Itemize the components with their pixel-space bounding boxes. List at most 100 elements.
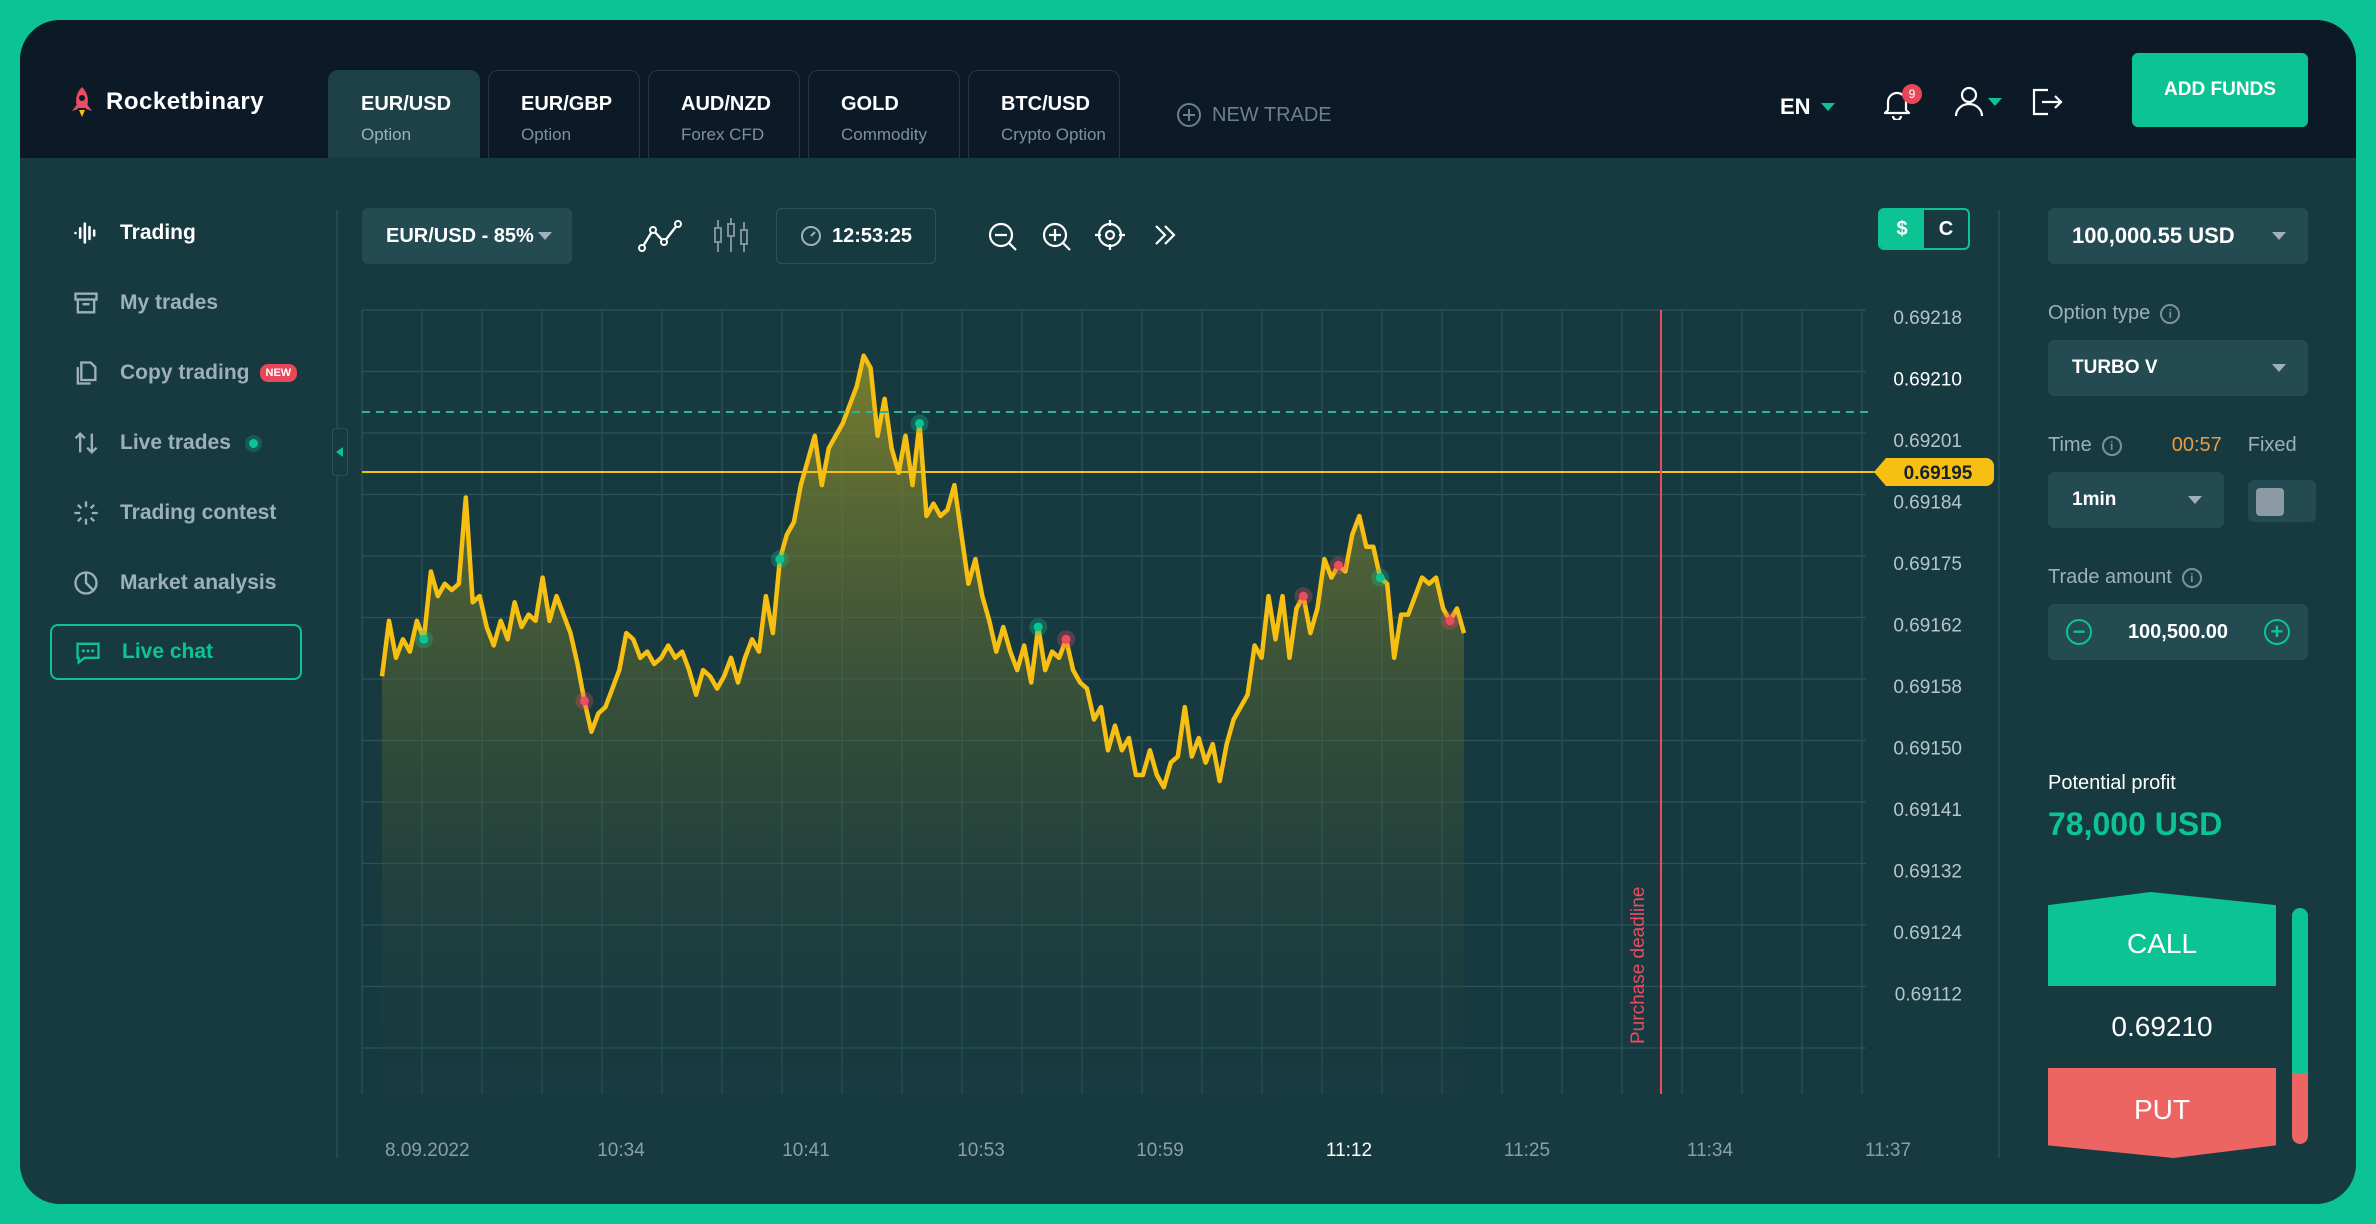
server-clock: 12:53:25 [776, 208, 936, 264]
zoom-out-icon[interactable] [986, 216, 1020, 254]
trade-marker [1445, 616, 1455, 626]
clock-icon [800, 226, 821, 246]
archive-box-icon [74, 292, 98, 314]
chevron-down-icon [1988, 98, 2002, 106]
y-tick-label: 0.69162 [1893, 616, 1962, 637]
logout-icon [2032, 88, 2063, 116]
sidebar-item-copy-trading[interactable]: Copy trading NEW [50, 338, 340, 408]
currency-option-dollar[interactable]: $ [1880, 210, 1924, 248]
x-tick-label: 11:34 [1687, 1140, 1734, 1161]
tab-type: Option [521, 125, 572, 144]
trade-marker [1061, 634, 1071, 644]
tab-gold[interactable]: GOLD Commodity [808, 70, 960, 158]
x-tick-label: 10:41 [782, 1140, 830, 1161]
language-select[interactable]: EN [1780, 94, 1835, 120]
y-tick-label: 0.69158 [1893, 677, 1962, 698]
chevron-down-icon [2188, 496, 2202, 504]
chevron-down-icon [2272, 232, 2286, 240]
info-icon[interactable]: i [2181, 567, 2202, 588]
add-funds-button[interactable]: ADD FUNDS [2132, 53, 2308, 127]
clock-time: 12:53:25 [831, 224, 913, 247]
sidebar-divider [336, 210, 338, 1158]
new-badge: NEW [259, 364, 298, 382]
sidebar-item-trading-contest[interactable]: Trading contest [50, 478, 340, 548]
tab-aud-nzd[interactable]: AUD/NZD Forex CFD [648, 70, 800, 158]
right-panel-divider [1998, 210, 2000, 1158]
chevron-down-icon [1820, 103, 1835, 111]
notifications-button[interactable]: 9 [1882, 84, 1922, 125]
sidebar-item-trading[interactable]: Trading [50, 198, 340, 268]
tab-type: Commodity [841, 125, 927, 144]
tab-btc-usd[interactable]: BTC/USD Crypto Option [968, 70, 1120, 158]
duration-select[interactable]: 1min [2048, 472, 2224, 528]
trade-marker [915, 418, 925, 428]
time-label: Time [2048, 434, 2092, 456]
x-tick-label: 11:12 [1326, 1140, 1372, 1161]
top-bar: Rocketbinary EUR/USD Option EUR/GBP Option A… [20, 20, 2356, 158]
y-tick-label: 0.69150 [1893, 739, 1962, 760]
x-tick-label: 10:59 [1136, 1140, 1184, 1161]
chevron-down-icon [2272, 364, 2286, 372]
fixed-time-toggle[interactable] [2248, 480, 2316, 522]
new-trade-button[interactable]: NEW TRADE [1176, 102, 1332, 128]
sidebar-item-market-analysis[interactable]: Market analysis [50, 548, 340, 618]
scroll-to-latest-icon[interactable] [1150, 216, 1180, 254]
logout-button[interactable] [2030, 86, 2064, 123]
option-type-label-text: Option type [2048, 302, 2151, 324]
trade-amount-stepper: − 100,500.00 + [2048, 604, 2308, 660]
sidebar-item-label: My trades [120, 291, 219, 314]
fixed-label: Fixed [2247, 434, 2297, 456]
put-button[interactable]: PUT [2048, 1068, 2276, 1158]
sidebar-nav: Trading My trades Copy trading NEW Live trad… [50, 198, 340, 680]
y-tick-label: 0.69210 [1893, 370, 1962, 391]
tab-eur-gbp[interactable]: EUR/GBP Option [488, 70, 640, 158]
sidebar-item-label: Live trades [120, 431, 231, 454]
app-window: Rocketbinary EUR/USD Option EUR/GBP Option A… [20, 20, 2356, 1204]
y-tick-label: 0.69141 [1893, 800, 1962, 821]
trade-marker [419, 634, 429, 644]
sidebar-item-label: Live chat [122, 640, 214, 663]
crosshair-icon[interactable] [1092, 216, 1128, 254]
call-put-sentiment-meter [2292, 908, 2308, 1144]
candlestick-icon[interactable] [712, 216, 750, 256]
option-type-value: TURBO V [2072, 357, 2158, 378]
balance-value: 100,000.55 USD [2072, 223, 2235, 248]
time-countdown: 00:57 [2171, 434, 2222, 456]
price-chart[interactable]: Purchase deadline 0.692180.692100.692010… [350, 290, 2000, 1170]
option-type-select[interactable]: TURBO V [2048, 340, 2308, 396]
sidebar-item-my-trades[interactable]: My trades [50, 268, 340, 338]
asset-pair-select[interactable]: EUR/USD - 85% [362, 208, 572, 264]
tab-type: Forex CFD [681, 125, 765, 144]
trade-amount-value[interactable]: 100,500.00 [2127, 620, 2229, 643]
line-chart-icon[interactable] [638, 216, 684, 256]
sidebar-collapse-handle[interactable] [332, 428, 348, 476]
potential-profit-label: Potential profit [2048, 772, 2176, 794]
current-price-value: 0.69195 [1904, 463, 1973, 484]
info-icon[interactable]: i [2160, 303, 2181, 324]
tab-pair: EUR/USD [361, 93, 452, 115]
decrease-amount-icon[interactable]: − [2066, 619, 2092, 645]
sidebar-item-live-chat[interactable]: Live chat [50, 624, 302, 680]
copy-documents-icon [76, 361, 97, 385]
purchase-deadline-label: Purchase deadline [1628, 887, 1649, 1044]
price-area-fill [382, 355, 1464, 1094]
info-icon[interactable]: i [2101, 435, 2122, 456]
pie-chart-icon [74, 571, 98, 595]
tab-eur-usd[interactable]: EUR/USD Option [328, 70, 480, 158]
user-menu-button[interactable] [1954, 86, 2002, 118]
trade-marker [1033, 622, 1043, 632]
asset-tabs: EUR/USD Option EUR/GBP Option AUD/NZD Forex C… [328, 70, 1120, 158]
zoom-in-icon[interactable] [1040, 216, 1074, 254]
account-balance-select[interactable]: 100,000.55 USD [2048, 208, 2308, 264]
y-axis-ticks: 0.69218 0.69210 0.69201 0.69184 0.69175 0.691… [1893, 308, 1962, 1006]
increase-amount-icon[interactable]: + [2263, 619, 2290, 645]
x-tick-label: 11:25 [1504, 1140, 1550, 1161]
sidebar-item-live-trades[interactable]: Live trades [50, 408, 340, 478]
strike-price: 0.69210 [2111, 1011, 2213, 1042]
duration-value: 1min [2072, 489, 2117, 510]
currency-option-c[interactable]: C [1938, 217, 1954, 240]
x-tick-label: 10:34 [597, 1140, 645, 1161]
brand-logo[interactable]: Rocketbinary [70, 86, 264, 118]
potential-profit-value: 78,000 USD [2048, 806, 2223, 842]
call-button[interactable]: CALL [2048, 892, 2276, 986]
